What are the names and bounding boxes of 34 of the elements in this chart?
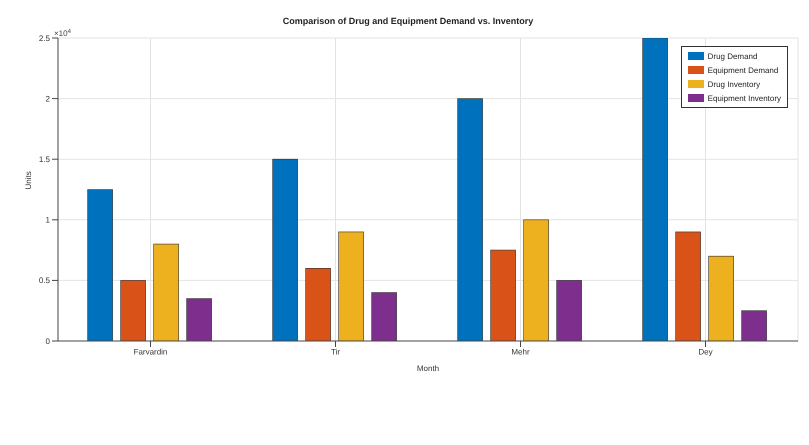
legend-label: Drug Inventory [708, 78, 760, 90]
bar [305, 268, 331, 341]
bar [186, 298, 212, 341]
y-tick-label: 0 [46, 336, 51, 346]
chart-title: Comparison of Drug and Equipment Demand vs. Inventory [282, 16, 534, 26]
bar [457, 98, 483, 341]
x-tick-label: Mehr [511, 348, 530, 357]
bar [490, 250, 516, 341]
y-tick-label: 2.5 [38, 34, 51, 43]
legend-label: Drug Demand [708, 50, 758, 62]
x-tick-label: Farvardin [134, 348, 168, 357]
y-axis-title: Units [24, 171, 33, 190]
bar [708, 256, 734, 341]
axis-exponent: ×10$^{4}$ [54, 29, 71, 38]
y-tick-label: 1.5 [38, 155, 51, 164]
legend-label: Equipment Demand [708, 64, 778, 76]
bar [120, 280, 146, 341]
y-tick-label: 2 [46, 94, 51, 104]
bar [741, 310, 767, 341]
bar [338, 232, 364, 341]
bar [272, 158, 298, 341]
bar [642, 38, 668, 341]
y-tick-label: 1 [46, 216, 51, 225]
x-axis-title: Month [416, 364, 440, 373]
bar [87, 189, 113, 341]
x-tick-label: Tir [330, 348, 340, 357]
bar [556, 280, 582, 341]
bar [153, 244, 179, 341]
legend-label: Equipment Inventory [708, 92, 781, 104]
bar [371, 292, 397, 341]
x-tick-label: Dey [698, 348, 713, 357]
bar [523, 220, 549, 341]
bar [675, 232, 701, 341]
y-tick-label: 0.5 [38, 276, 51, 286]
